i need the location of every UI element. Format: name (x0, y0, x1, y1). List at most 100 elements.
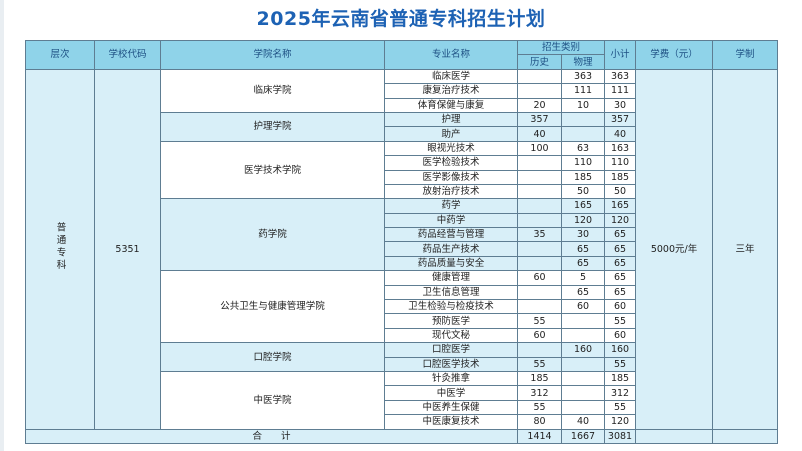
major-subtotal-cell: 163 (604, 140, 637, 157)
major-subtotal-cell: 55 (604, 399, 637, 416)
major-history-cell: 60 (517, 327, 562, 344)
enrollment-plan-table: 层次 学校代码 学院名称 专业名称 招生类别 小计 学费（元） 学制 历史 物理… (25, 39, 779, 444)
major-name-cell: 临床医学 (384, 68, 518, 85)
major-subtotal-cell: 185 (604, 370, 637, 387)
major-physics-cell: 63 (560, 140, 606, 157)
table-row: 医学技术学院 眼视光技术 100 63 163 (26, 140, 778, 200)
major-name-cell: 中医学 (384, 385, 518, 401)
table-row: 医学检验技术 110 110 (26, 155, 778, 171)
major-subtotal-cell: 111 (604, 83, 637, 99)
total-history-cell: 1414 (517, 428, 562, 444)
table-row: 现代文秘 60 60 (26, 327, 778, 344)
table-row: 医学影像技术 185 185 (26, 169, 778, 185)
major-name-cell: 眼视光技术 (384, 140, 518, 157)
header-level: 层次 (25, 40, 95, 70)
major-subtotal-cell: 50 (604, 183, 637, 200)
major-physics-cell (560, 399, 606, 416)
header-history: 历史 (517, 54, 562, 70)
major-subtotal-cell: 60 (604, 299, 637, 315)
major-history-cell (517, 212, 562, 229)
page-title: 2025年云南省普通专科招生计划 (256, 8, 546, 30)
major-name-cell: 康复治疗技术 (384, 83, 518, 99)
college-name-cell: 公共卫生与健康管理学院 (160, 270, 385, 344)
header-row-1: 层次 学校代码 学院名称 专业名称 招生类别 小计 学费（元） 学制 (25, 39, 779, 70)
major-history-cell (517, 83, 562, 99)
major-history-cell (517, 68, 562, 85)
major-physics-cell: 363 (560, 68, 606, 85)
major-subtotal-cell: 65 (604, 284, 637, 301)
major-physics-cell (560, 327, 606, 344)
major-history-cell (517, 255, 562, 272)
major-name-cell: 助产 (384, 126, 518, 142)
table-row: 放射治疗技术 50 50 (26, 183, 778, 200)
college-name-cell: 药学院 (160, 198, 385, 272)
header-tuition: 学费（元） (635, 40, 714, 70)
major-physics-cell (560, 370, 606, 387)
table-row: 中医养生保健 55 55 (26, 399, 778, 416)
major-subtotal-cell: 363 (604, 68, 637, 85)
header-major: 专业名称 (384, 40, 518, 70)
major-name-cell: 现代文秘 (384, 327, 518, 344)
major-physics-cell: 30 (560, 227, 606, 243)
major-history-cell (517, 183, 562, 200)
major-history-cell: 55 (517, 313, 562, 329)
header-school-code: 学校代码 (94, 40, 161, 70)
major-physics-cell (560, 385, 606, 401)
major-name-cell: 中医养生保健 (384, 399, 518, 416)
table-row: 公共卫生与健康管理学院 健康管理 60 5 65 (26, 270, 778, 344)
major-history-cell: 60 (517, 270, 562, 286)
major-history-cell (517, 198, 562, 214)
duration-cell: 三年 (712, 68, 779, 430)
major-physics-cell: 60 (560, 299, 606, 315)
table-body: 普通专科 5351 临床学院 临床医学 363 363 5000元/年 三年 康复治疗技术 111… (25, 68, 779, 444)
major-physics-cell (560, 313, 606, 329)
header-row-2: 历史 物理 (26, 54, 778, 70)
major-physics-cell: 111 (560, 83, 606, 99)
major-history-cell (517, 342, 562, 358)
major-subtotal-cell: 40 (604, 126, 637, 142)
major-subtotal-cell: 30 (604, 97, 637, 113)
major-name-cell: 药品生产技术 (384, 241, 518, 257)
major-name-cell: 药品经营与管理 (384, 227, 518, 243)
major-physics-cell: 5 (560, 270, 606, 286)
major-history-cell: 20 (517, 97, 562, 113)
major-subtotal-cell: 110 (604, 155, 637, 171)
major-name-cell: 口腔医学 (384, 342, 518, 358)
major-name-cell: 口腔医学技术 (384, 356, 518, 372)
total-label: 合 计 (25, 428, 518, 444)
major-physics-cell (560, 111, 606, 128)
table-row: 药品生产技术 65 65 (26, 241, 778, 257)
college-name-cell: 医学技术学院 (160, 140, 385, 200)
major-physics-cell: 160 (560, 342, 606, 358)
major-subtotal-cell: 65 (604, 227, 637, 243)
total-subtotal-cell: 3081 (604, 428, 637, 444)
total-empty-cell (712, 428, 779, 444)
header-physics: 物理 (560, 54, 606, 70)
major-name-cell: 针灸推拿 (384, 370, 518, 387)
major-name-cell: 医学影像技术 (384, 169, 518, 185)
major-physics-cell: 50 (560, 183, 606, 200)
major-name-cell: 卫生信息管理 (384, 284, 518, 301)
major-physics-cell: 165 (560, 198, 606, 214)
major-name-cell: 药学 (384, 198, 518, 214)
college-name-cell: 中医学院 (160, 370, 385, 430)
major-subtotal-cell: 55 (604, 356, 637, 372)
major-name-cell: 护理 (384, 111, 518, 128)
major-subtotal-cell: 312 (604, 385, 637, 401)
table-row: 体育保健与康复 20 10 30 (26, 97, 778, 113)
level-text: 普通专科 (54, 222, 66, 273)
college-name-cell: 护理学院 (160, 111, 385, 142)
major-subtotal-cell: 55 (604, 313, 637, 329)
major-name-cell: 体育保健与康复 (384, 97, 518, 113)
table-row: 普通专科 5351 临床学院 临床医学 363 363 5000元/年 三年 (25, 68, 779, 430)
college-name-cell: 临床学院 (160, 68, 385, 113)
major-physics-cell: 40 (560, 414, 606, 430)
major-subtotal-cell: 65 (604, 270, 637, 286)
major-history-cell (517, 155, 562, 171)
level-cell: 普通专科 (25, 68, 95, 430)
major-subtotal-cell: 65 (604, 255, 637, 272)
major-physics-cell (560, 126, 606, 142)
major-history-cell: 357 (517, 111, 562, 128)
major-name-cell: 中医康复技术 (384, 414, 518, 430)
header-category: 招生类别 (516, 39, 606, 56)
